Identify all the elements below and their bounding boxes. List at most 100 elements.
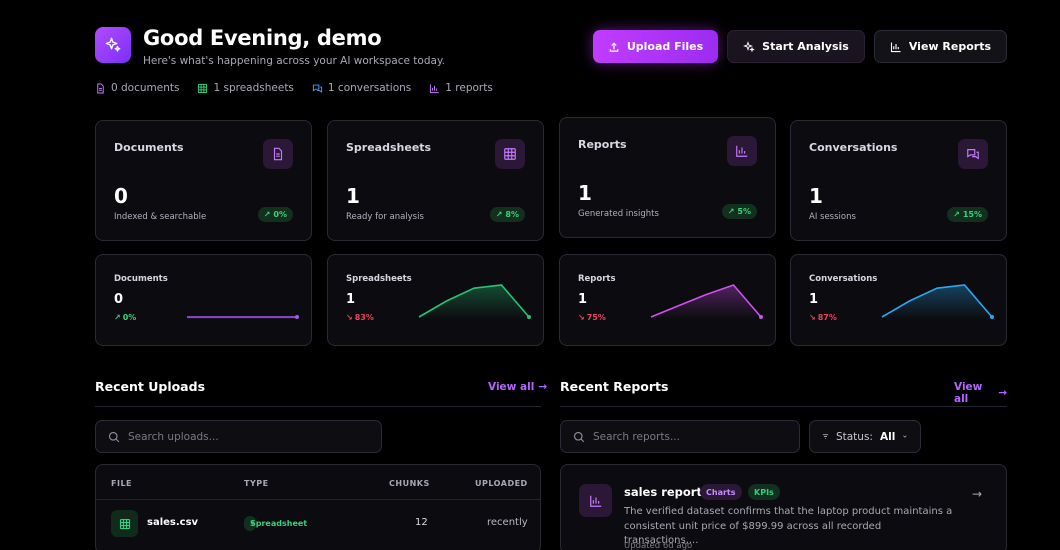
search-icon (108, 431, 120, 442)
mini-title: Spreadsheets (346, 274, 412, 284)
document-icon (97, 83, 104, 93)
table-icon (495, 139, 525, 169)
upload-icon (609, 41, 619, 52)
col-file[interactable]: FILE (111, 479, 133, 488)
card-spreadsheets[interactable]: Spreadsheets 1 Ready for analysis ↗ 8% (327, 120, 544, 241)
mini-value: 1 (809, 292, 819, 307)
stat-documents: 0 documents (95, 82, 179, 94)
mini-documents[interactable]: Documents 0 ↗ 0% (95, 254, 312, 346)
mini-trend-value: 75% (586, 313, 606, 322)
trend-down-icon: ↘ (346, 313, 353, 322)
sparkline-line (650, 284, 762, 318)
report-updated: Updated 6d ago (624, 541, 693, 550)
reports-search-input[interactable] (593, 430, 773, 443)
uploads-search-input[interactable] (128, 430, 348, 443)
card-title: Reports (578, 138, 627, 151)
sparkline-area (419, 285, 529, 319)
file-name[interactable]: sales.csv (147, 517, 199, 528)
trend-value: 0% (273, 210, 287, 219)
card-value: 1 (809, 184, 823, 208)
divider (95, 406, 541, 407)
card-desc: Generated insights (578, 209, 659, 219)
stat-spreadsheets: 1 spreadsheets (197, 82, 294, 94)
uploaded-time: recently (487, 517, 528, 528)
card-desc: AI sessions (809, 212, 856, 222)
start-analysis-button[interactable]: Start Analysis (727, 30, 865, 63)
trend-value: 5% (737, 207, 751, 216)
stat-label: 1 conversations (327, 82, 412, 94)
mini-title: Conversations (809, 274, 878, 284)
mini-value: 1 (578, 292, 588, 307)
sparkline (881, 284, 994, 319)
filter-icon (822, 434, 829, 439)
bar-chart-icon (890, 42, 901, 52)
uploads-table: FILE TYPE CHUNKS UPLOADED sales.csv • Spr… (95, 464, 541, 550)
uploads-view-all-link[interactable]: View all → (488, 381, 547, 393)
arrow-up-right-icon: ↗ (495, 210, 503, 219)
status-filter[interactable]: Status: All (809, 420, 921, 453)
trend-badge: ↗ 0% (257, 207, 293, 222)
mini-conversations[interactable]: Conversations 1 ↘ 87% (790, 254, 1007, 346)
mini-title: Documents (114, 274, 168, 284)
mini-trend-value: 87% (817, 313, 837, 322)
reports-search[interactable] (560, 420, 800, 453)
sparkline (650, 284, 763, 319)
report-description: The verified dataset confirms that the l… (624, 506, 953, 546)
tag-kpis: KPIs (748, 484, 780, 500)
sparkline-end-dot (990, 315, 994, 319)
arrow-up-right-icon: ↗ (263, 210, 271, 219)
uploads-search[interactable] (95, 420, 382, 453)
mini-trend: ↘ 87% (809, 313, 837, 322)
reports-view-all-link[interactable]: View all → (954, 381, 1007, 405)
recent-reports-title: Recent Reports (560, 379, 669, 394)
recent-uploads-title: Recent Uploads (95, 379, 206, 394)
table-row[interactable]: sales.csv • Spreadsheet 12 recently (96, 500, 540, 548)
type-label: Spreadsheet (250, 519, 308, 528)
card-reports[interactable]: Reports 1 Generated insights ↗ 5% (559, 117, 776, 238)
chevron-down-icon (903, 435, 907, 438)
card-value: 0 (114, 184, 128, 208)
upload-files-button[interactable]: Upload Files (592, 30, 719, 63)
table-header: FILE TYPE CHUNKS UPLOADED (96, 465, 540, 500)
arrow-right-icon: → (998, 387, 1007, 399)
card-documents[interactable]: Documents 0 Indexed & searchable ↗ 0% (95, 120, 312, 241)
bar-chart-icon (430, 83, 439, 93)
trend-badge: ↗ 15% (947, 207, 988, 222)
trend-badge: ↗ 5% (721, 204, 757, 219)
view-reports-label: View Reports (908, 40, 991, 53)
card-value: 1 (578, 181, 592, 205)
arrow-up-right-icon: ↗ (727, 207, 735, 216)
report-name[interactable]: sales report (624, 485, 702, 499)
bar-chart-icon (579, 484, 612, 517)
dot-icon: • (250, 519, 256, 528)
col-type[interactable]: TYPE (244, 479, 269, 488)
mini-value: 1 (346, 292, 356, 307)
arrow-right-icon[interactable]: → (971, 487, 982, 501)
bar-chart-icon (727, 136, 757, 166)
trend-down-icon: ↘ (809, 313, 816, 322)
mini-reports[interactable]: Reports 1 ↘ 75% (559, 254, 776, 346)
trend-badge: ↗ 8% (489, 207, 525, 222)
card-value: 1 (346, 184, 360, 208)
mini-spreadsheets[interactable]: Spreadsheets 1 ↘ 83% (327, 254, 544, 346)
report-card[interactable]: sales report Charts KPIs The verified da… (560, 464, 1007, 550)
trend-value: 15% (962, 210, 982, 219)
stat-label: 1 spreadsheets (213, 82, 294, 94)
type-badge: • Spreadsheet (244, 516, 307, 531)
col-chunks[interactable]: CHUNKS (389, 479, 430, 488)
status-label: Status: (835, 430, 873, 443)
view-reports-button[interactable]: View Reports (873, 30, 1007, 63)
sparkline-end-dot (295, 315, 299, 319)
summary-stats: 0 documents 1 spreadsheets 1 conversatio… (95, 82, 493, 94)
chunk-count: 12 (415, 517, 428, 528)
mini-trend-value: 83% (354, 313, 374, 322)
stat-conversations: 1 conversations (312, 82, 411, 94)
card-conversations[interactable]: Conversations 1 AI sessions ↗ 15% (790, 120, 1007, 241)
stat-label: 1 reports (445, 82, 493, 94)
col-uploaded[interactable]: UPLOADED (475, 479, 528, 488)
start-analysis-label: Start Analysis (762, 40, 849, 53)
dashboard: Good Evening, demo Here's what's happeni… (95, 26, 1007, 550)
sparkle-logo-icon (95, 27, 131, 63)
table-icon (198, 83, 208, 93)
mini-trend: ↘ 83% (346, 313, 374, 322)
